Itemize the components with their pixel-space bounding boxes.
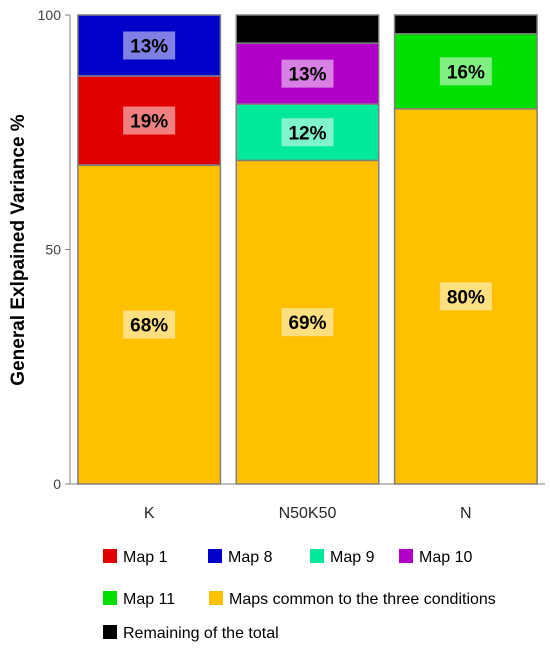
legend-swatch-maps-common-to-the-three-conditions bbox=[209, 591, 223, 605]
y-tick-label-0: 0 bbox=[53, 476, 61, 492]
y-tick-label-50: 50 bbox=[45, 242, 61, 258]
data-label-map-9-n50k50: 12% bbox=[288, 123, 326, 144]
legend-label-remaining-of-the-total: Remaining of the total bbox=[123, 625, 279, 642]
legend-item-maps-common-to-the-three-conditions: Maps common to the three conditions bbox=[209, 591, 496, 608]
legend-swatch-map-11 bbox=[103, 591, 117, 605]
data-label-map-11-n: 16% bbox=[447, 62, 485, 83]
legend-label-map-9: Map 9 bbox=[330, 549, 375, 566]
x-axis: K N50K50 N bbox=[70, 483, 545, 522]
data-label-bg bbox=[439, 282, 492, 311]
data-label-map-1-k: 19% bbox=[130, 112, 168, 133]
bar-stack-k: 68% 19% 13% bbox=[77, 14, 222, 485]
legend-item-map-1: Map 1 bbox=[103, 549, 168, 566]
x-tick-label-n: N bbox=[460, 505, 472, 522]
y-axis: 0 50 100 bbox=[38, 7, 71, 492]
legend-swatch-map-9 bbox=[310, 549, 324, 563]
x-tick-label-n50k50: N50K50 bbox=[279, 505, 337, 522]
legend-swatch-map-1 bbox=[103, 549, 117, 563]
bar-stack-n: 80% 16% bbox=[393, 14, 538, 485]
data-label-maps-common-to-the-three-conditions-n: 80% bbox=[447, 287, 485, 308]
bar-stack-n50k50: 69% 12% 13% bbox=[235, 14, 380, 485]
data-label-bg bbox=[123, 310, 176, 339]
data-label-bg bbox=[439, 57, 492, 86]
data-label-bg bbox=[123, 106, 176, 135]
bar-segment-remaining-of-the-total-n bbox=[393, 14, 538, 35]
legend-item-map-9: Map 9 bbox=[310, 549, 375, 566]
data-label-bg bbox=[123, 31, 176, 60]
data-label-bg bbox=[281, 59, 334, 88]
data-label-bg bbox=[281, 118, 334, 147]
legend-label-maps-common-to-the-three-conditions: Maps common to the three conditions bbox=[229, 591, 496, 608]
y-tick-label-100: 100 bbox=[38, 7, 62, 23]
legend-item-map-8: Map 8 bbox=[208, 549, 273, 566]
data-label-map-10-n50k50: 13% bbox=[288, 65, 326, 86]
data-label-maps-common-to-the-three-conditions-k: 68% bbox=[130, 316, 168, 337]
legend-item-map-11: Map 11 bbox=[103, 591, 175, 608]
data-label-bg bbox=[281, 308, 334, 337]
legend-swatch-remaining-of-the-total bbox=[103, 625, 117, 639]
legend: Map 1 Map 8 Map 9 Map 10 Map 11 Maps common t… bbox=[103, 549, 496, 642]
plot-area: 68% 19% 13% 69% 12% 13% 80% 16% bbox=[77, 14, 538, 485]
data-label-maps-common-to-the-three-conditions-n50k50: 69% bbox=[288, 313, 326, 334]
legend-item-remaining-of-the-total: Remaining of the total bbox=[103, 625, 279, 642]
legend-label-map-11: Map 11 bbox=[123, 591, 175, 608]
legend-swatch-map-10 bbox=[399, 549, 413, 563]
bar-segment-remaining-of-the-total-n50k50 bbox=[235, 14, 380, 44]
legend-label-map-10: Map 10 bbox=[419, 549, 472, 566]
legend-swatch-map-8 bbox=[208, 549, 222, 563]
legend-item-map-10: Map 10 bbox=[399, 549, 472, 566]
x-tick-label-k: K bbox=[144, 505, 155, 522]
legend-label-map-8: Map 8 bbox=[228, 549, 273, 566]
y-axis-label: General Exlpained Variance % bbox=[8, 114, 29, 386]
data-label-map-8-k: 13% bbox=[130, 36, 168, 57]
legend-label-map-1: Map 1 bbox=[123, 549, 168, 566]
